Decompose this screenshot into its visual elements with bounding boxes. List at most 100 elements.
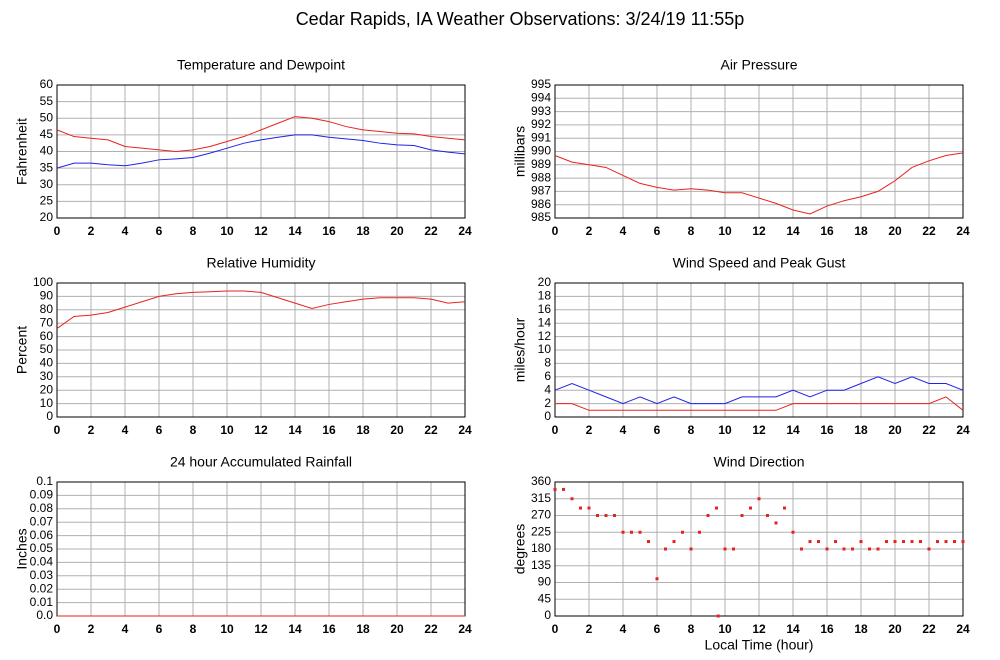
x-tick-label: 6 bbox=[156, 224, 163, 238]
y-tick-label: 989 bbox=[531, 157, 551, 171]
y-tick-label: 0.0 bbox=[36, 608, 53, 622]
x-tick-label: 22 bbox=[922, 224, 936, 238]
x-tick-label: 4 bbox=[122, 622, 129, 636]
x-tick-label: 10 bbox=[718, 423, 732, 437]
point bbox=[562, 487, 565, 491]
chart-title: Wind Speed and Peak Gust bbox=[673, 255, 846, 271]
point bbox=[715, 506, 718, 510]
x-tick-label: 12 bbox=[254, 224, 268, 238]
y-tick-label: 0 bbox=[46, 409, 53, 423]
y-tick-label: 2 bbox=[544, 396, 551, 410]
point bbox=[587, 506, 591, 510]
x-tick-label: 20 bbox=[390, 622, 404, 636]
x-tick-label: 16 bbox=[820, 622, 834, 636]
y-tick-label: 45 bbox=[40, 127, 54, 141]
x-tick-label: 12 bbox=[752, 224, 766, 238]
point bbox=[791, 530, 795, 534]
y-axis-label: millibars bbox=[512, 126, 528, 177]
y-tick-label: 55 bbox=[40, 94, 54, 108]
point bbox=[689, 547, 693, 551]
x-tick-label: 18 bbox=[854, 423, 868, 437]
point bbox=[553, 487, 557, 491]
x-tick-label: 0 bbox=[552, 423, 559, 437]
x-tick-label: 10 bbox=[220, 622, 234, 636]
x-tick-label: 10 bbox=[718, 224, 732, 238]
y-tick-label: 0 bbox=[544, 608, 551, 622]
point bbox=[570, 497, 574, 501]
y-tick-label: 8 bbox=[544, 356, 551, 370]
y-tick-label: 0.06 bbox=[30, 528, 54, 542]
y-tick-label: 0.09 bbox=[30, 488, 54, 502]
y-tick-label: 20 bbox=[40, 382, 54, 396]
x-tick-label: 24 bbox=[956, 423, 970, 437]
point bbox=[579, 506, 582, 510]
point bbox=[621, 530, 625, 534]
y-tick-label: 987 bbox=[531, 184, 551, 198]
point bbox=[808, 540, 812, 544]
x-tick-label: 10 bbox=[220, 224, 234, 238]
y-axis-label: Inches bbox=[14, 528, 30, 569]
x-tick-label: 24 bbox=[956, 224, 970, 238]
x-tick-label: 0 bbox=[54, 224, 61, 238]
point bbox=[936, 540, 939, 544]
point bbox=[910, 540, 914, 544]
series-line bbox=[56, 116, 466, 153]
point bbox=[604, 514, 608, 517]
x-tick-label: 14 bbox=[288, 423, 302, 437]
x-tick-label: 4 bbox=[122, 423, 129, 437]
y-tick-label: 0.01 bbox=[30, 595, 54, 609]
y-tick-label: 0.08 bbox=[30, 501, 54, 515]
y-tick-label: 16 bbox=[538, 302, 552, 316]
x-tick-label: 8 bbox=[688, 224, 695, 238]
point bbox=[774, 521, 778, 525]
y-tick-label: 35 bbox=[40, 160, 54, 174]
x-tick-label: 10 bbox=[718, 622, 732, 636]
y-tick-label: 0.03 bbox=[30, 568, 54, 582]
x-tick-label: 18 bbox=[356, 622, 370, 636]
y-tick-label: 315 bbox=[531, 491, 551, 505]
point bbox=[740, 514, 744, 517]
point bbox=[698, 530, 701, 534]
point bbox=[672, 540, 676, 544]
y-tick-label: 993 bbox=[531, 104, 551, 118]
x-tick-label: 2 bbox=[88, 423, 95, 437]
y-tick-label: 25 bbox=[40, 194, 54, 208]
x-tick-label: 6 bbox=[654, 423, 661, 437]
x-tick-label: 12 bbox=[254, 622, 268, 636]
y-tick-label: 30 bbox=[40, 369, 54, 383]
y-tick-label: 991 bbox=[531, 130, 551, 144]
point bbox=[647, 540, 650, 544]
point bbox=[885, 540, 888, 544]
x-tick-label: 2 bbox=[586, 622, 593, 636]
x-tick-label: 20 bbox=[888, 423, 902, 437]
y-tick-label: 50 bbox=[40, 342, 54, 356]
point bbox=[961, 540, 965, 544]
y-tick-label: 0.05 bbox=[30, 541, 54, 555]
y-tick-label: 270 bbox=[531, 508, 551, 522]
chart-title: Relative Humidity bbox=[207, 255, 316, 271]
y-tick-label: 20 bbox=[538, 275, 552, 289]
x-tick-label: 18 bbox=[356, 423, 370, 437]
chart-title: Wind Direction bbox=[713, 454, 804, 470]
y-tick-label: 10 bbox=[538, 342, 552, 356]
y-tick-label: 10 bbox=[40, 396, 54, 410]
y-tick-label: 225 bbox=[531, 524, 551, 538]
x-tick-label: 14 bbox=[786, 423, 800, 437]
x-tick-label: 8 bbox=[688, 423, 695, 437]
point bbox=[630, 530, 633, 534]
y-tick-label: 90 bbox=[538, 575, 552, 589]
point bbox=[716, 614, 720, 618]
y-tick-label: 40 bbox=[40, 144, 54, 158]
y-tick-label: 20 bbox=[40, 210, 54, 224]
x-tick-label: 22 bbox=[424, 224, 438, 238]
x-tick-label: 8 bbox=[190, 622, 197, 636]
x-tick-label: 20 bbox=[390, 423, 404, 437]
x-tick-label: 6 bbox=[654, 622, 661, 636]
x-tick-label: 22 bbox=[922, 622, 936, 636]
x-tick-label: 20 bbox=[390, 224, 404, 238]
y-tick-label: 4 bbox=[544, 382, 551, 396]
y-axis-label: Percent bbox=[14, 326, 30, 374]
y-tick-label: 60 bbox=[40, 77, 54, 91]
point bbox=[800, 547, 803, 551]
